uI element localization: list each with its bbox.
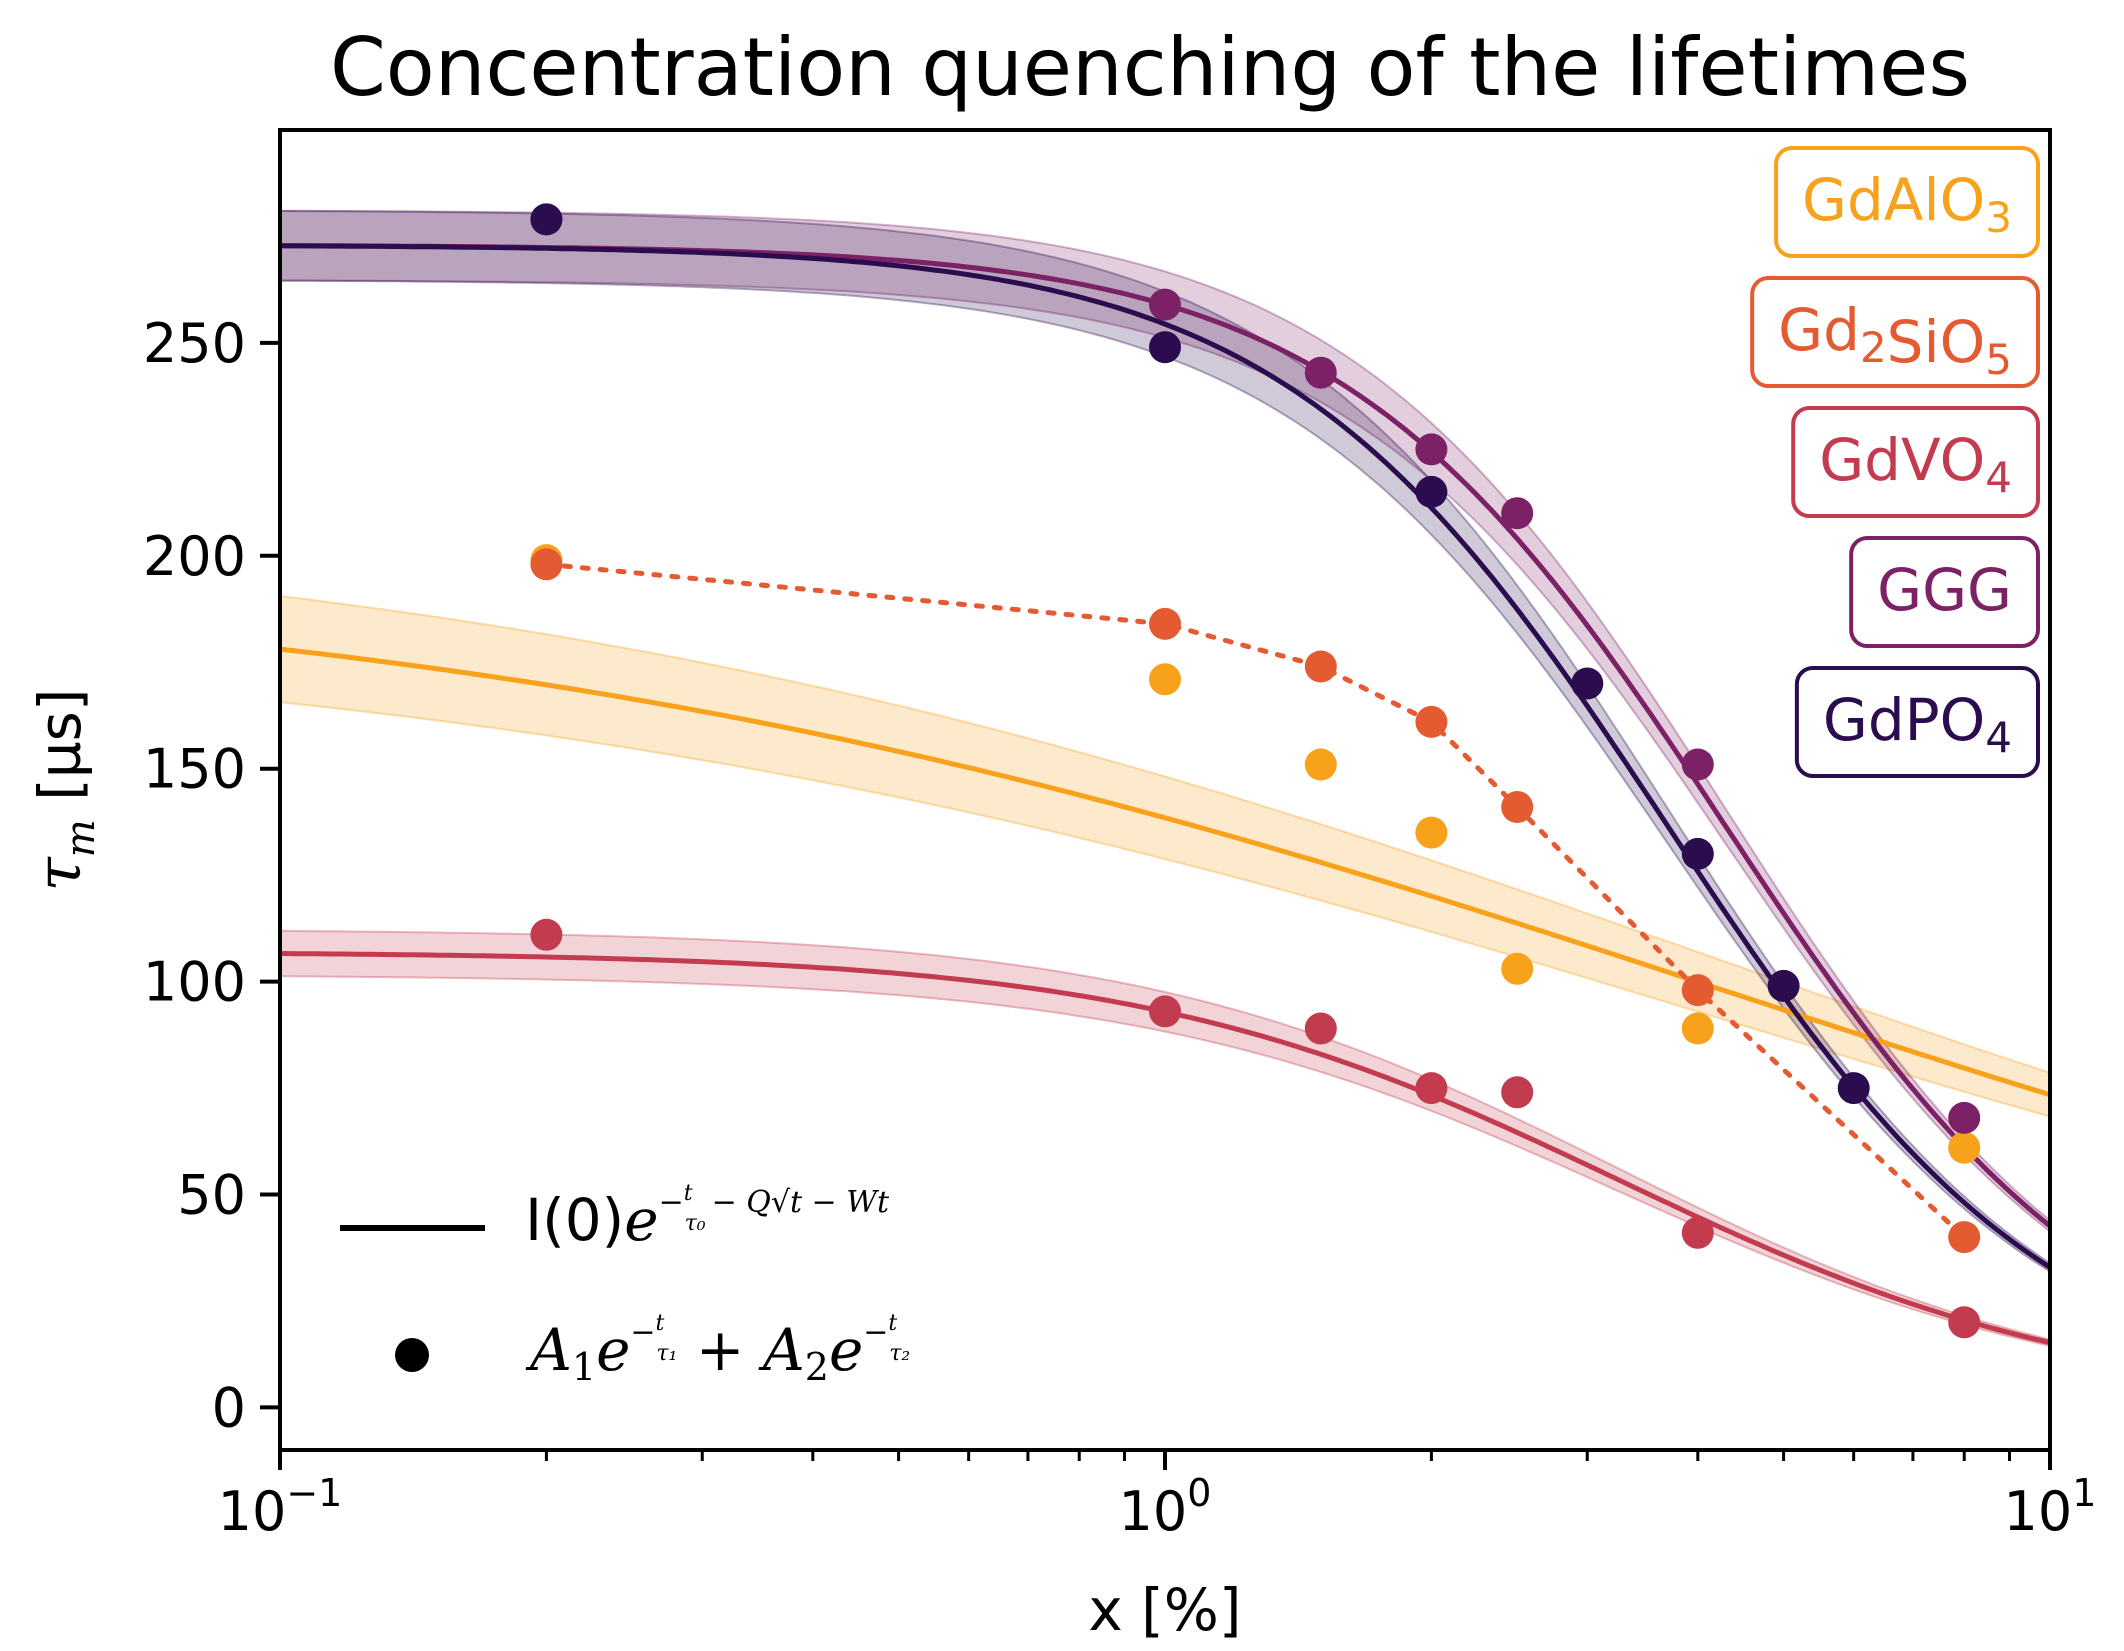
legend-item-ggg: GGG [1849, 536, 2040, 648]
point-gdpo4-6 [1837, 1072, 1870, 1105]
legend-label-gdpo4: GdPO4 [1823, 686, 2012, 762]
point-gd2sio5-5 [1681, 974, 1714, 1007]
point-gdalo3-4 [1501, 952, 1534, 985]
point-gd2sio5-4 [1501, 791, 1534, 823]
x-tick-label-0: 10−1 [218, 1471, 343, 1543]
point-gdalo3-5 [1681, 1012, 1714, 1045]
point-gdvo4-0 [530, 918, 563, 951]
x-axis-ticks: 10−1 100 101 [218, 1450, 2097, 1543]
point-gdalo3-6 [1948, 1131, 1981, 1164]
x-tick-label-1: 100 [1119, 1471, 1212, 1543]
y-axis-ticks: 0 50 100 150 200 250 [143, 312, 280, 1439]
legend-frame-gd2sio5 [1750, 276, 2040, 388]
legend-label-ggg: GGG [1877, 556, 2012, 624]
point-gd2sio5-1 [1149, 607, 1181, 640]
point-gdpo4-5 [1767, 969, 1800, 1002]
y-axis-label-text: τm [µs] [22, 688, 104, 891]
point-gdvo4-2 [1304, 1012, 1337, 1045]
style-legend: I(0)e−t τ₀− Q√t − Wt A1e−t τ₁ + A2e−t τ₂ [340, 1181, 910, 1389]
point-gdalo3-3 [1415, 816, 1448, 849]
point-gdpo4-4 [1681, 837, 1714, 870]
chart-title: Concentration quenching of the lifetimes [330, 21, 1970, 114]
point-gdvo4-3 [1415, 1072, 1448, 1105]
y-tick-label-3: 150 [143, 738, 246, 801]
point-gd2sio5-2 [1304, 650, 1337, 683]
legend-item-gdvo4: GdVO4 [1791, 406, 2040, 518]
y-tick-label-1: 50 [177, 1164, 246, 1227]
connector-gd2sio5 [543, 561, 1967, 1240]
style-legend-line-formula: I(0)e−t τ₀− Q√t − Wt [525, 1181, 890, 1254]
point-gd2sio5-6 [1948, 1221, 1981, 1254]
style-legend-dot-formula: A1e−t τ₁ + A2e−t τ₂ [525, 1311, 910, 1389]
point-gdvo4-1 [1149, 995, 1181, 1028]
y-tick-label-5: 250 [143, 312, 246, 375]
y-tick-label-4: 200 [143, 525, 246, 588]
y-axis-label: τm [µs] [22, 688, 104, 891]
point-ggg-3 [1415, 433, 1448, 466]
y-tick-label-0: 0 [212, 1376, 246, 1439]
fit-gdpo4 [279, 243, 2052, 1270]
legend-label-gdvo4: GdVO4 [1819, 426, 2012, 502]
point-ggg-1 [1149, 288, 1181, 321]
point-gdpo4-1 [1149, 331, 1181, 364]
point-gd2sio5-0 [530, 548, 563, 581]
legend-frame-gdalo3 [1774, 146, 2040, 258]
point-gdvo4-5 [1681, 1216, 1714, 1249]
series-legend: GdAlO3 Gd2SiO5 GdVO4 GGG GdPO4 [1750, 146, 2040, 778]
point-ggg-5 [1681, 748, 1714, 781]
point-gdalo3-2 [1304, 748, 1337, 781]
data-points [530, 203, 1981, 1339]
fit-gdalo3 [279, 646, 2051, 1098]
point-gdvo4-4 [1501, 1076, 1534, 1109]
point-ggg-2 [1304, 356, 1337, 389]
legend-label-gdalo3: GdAlO3 [1802, 166, 2012, 242]
point-gdpo4-3 [1571, 667, 1604, 700]
x-axis-label: x [%] [1088, 1576, 1241, 1644]
legend-frame-ggg [1849, 536, 2040, 648]
point-gdalo3-1 [1149, 663, 1181, 696]
legend-item-gdalo3: GdAlO3 [1774, 146, 2040, 258]
style-legend-dot-swatch [395, 1338, 429, 1372]
point-gdpo4-0 [530, 203, 563, 236]
x-tick-label-2: 101 [2004, 1471, 2097, 1543]
legend-label-gd2sio5: Gd2SiO5 [1778, 296, 2012, 384]
point-ggg-4 [1501, 497, 1534, 530]
legend-frame-gdpo4 [1794, 666, 2040, 778]
point-gd2sio5-3 [1415, 705, 1448, 738]
y-tick-label-2: 100 [143, 951, 246, 1014]
point-gdvo4-6 [1948, 1306, 1981, 1339]
point-ggg-6 [1948, 1101, 1981, 1134]
point-gdpo4-2 [1415, 475, 1448, 508]
legend-frame-gdvo4 [1791, 406, 2040, 518]
legend-item-gdpo4: GdPO4 [1794, 666, 2040, 778]
legend-item-gd2sio5: Gd2SiO5 [1750, 276, 2040, 388]
